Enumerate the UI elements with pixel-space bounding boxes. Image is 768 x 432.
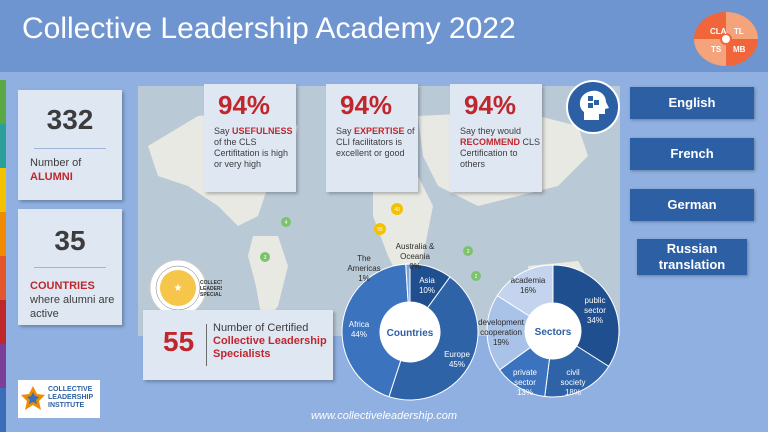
label-africa: Africa 44% bbox=[348, 320, 370, 339]
badge-ts: TS bbox=[711, 45, 722, 54]
svg-text:★: ★ bbox=[174, 283, 183, 294]
label-oceania: Australia & Oceania 0% bbox=[395, 242, 435, 271]
expertise-text: Say EXPERTISE of CLI facilitators is exc… bbox=[336, 126, 415, 158]
page-title: Collective Leadership Academy 2022 bbox=[22, 12, 516, 45]
label-europe: Europe 45% bbox=[444, 350, 470, 369]
marker-na-count: 4 bbox=[285, 220, 288, 226]
recommend-percent: 94% bbox=[464, 90, 517, 120]
alumni-count: 332 bbox=[46, 104, 94, 135]
donut-title: Sectors bbox=[535, 327, 572, 338]
countries-label-em: COUNTRIES bbox=[30, 280, 95, 292]
certified-line1: Number of Certified bbox=[213, 322, 309, 334]
header-band bbox=[0, 0, 768, 72]
svg-text:LEADERSHIP: LEADERSHIP bbox=[200, 286, 222, 292]
logo-line2: LEADERSHIP bbox=[48, 394, 94, 401]
alumni-label-text: Number of bbox=[30, 157, 82, 169]
countries-count: 35 bbox=[54, 225, 86, 256]
donut-center bbox=[380, 302, 440, 362]
usefulness-percent: 94% bbox=[218, 90, 271, 120]
svg-text:COLLECTIVE: COLLECTIVE bbox=[200, 280, 222, 286]
usefulness-card: 94% Say USEFULNESS of the CLS Certifitat… bbox=[204, 84, 296, 192]
head-puzzle-icon bbox=[566, 80, 620, 134]
label-public: public sector 34% bbox=[584, 296, 606, 325]
certified-card: 55 Number of Certified Collective Leader… bbox=[143, 310, 333, 380]
countries-label: COUNTRIES where alumni are active bbox=[30, 279, 116, 321]
donut-center bbox=[525, 303, 581, 359]
program-badge: CLA TL TS MB bbox=[694, 12, 758, 66]
label-americas: The Americas 1% bbox=[347, 254, 381, 283]
label-academia: academia 16% bbox=[510, 276, 546, 295]
marker-af-count: 55 bbox=[377, 227, 383, 233]
recommend-text: Say they would RECOMMEND CLS Certificati… bbox=[460, 126, 541, 169]
badge-mb: MB bbox=[733, 45, 746, 54]
countries-card: 35 COUNTRIES where alumni are active bbox=[18, 209, 122, 325]
usefulness-text: Say USEFULNESS of the CLS Certifitation … bbox=[214, 126, 293, 169]
badge-cla: CLA bbox=[710, 27, 727, 36]
expertise-percent: 94% bbox=[340, 90, 393, 120]
certified-line3: Specialists bbox=[213, 348, 271, 360]
badge-tl: TL bbox=[734, 27, 744, 36]
label-development: development cooperation 19% bbox=[478, 318, 524, 347]
logo-line1: COLLECTIVE bbox=[48, 386, 93, 393]
marker-as2-count: 2 bbox=[475, 274, 478, 280]
footer-url[interactable]: www.collectiveleadership.com bbox=[310, 410, 458, 422]
marker-eu-count: 40 bbox=[394, 207, 400, 213]
language-german-button[interactable]: German bbox=[630, 189, 754, 221]
countries-label-text: where alumni are active bbox=[30, 294, 115, 320]
alumni-card: 332 Number of ALUMNI bbox=[18, 90, 122, 200]
label-private: private sector 13% bbox=[512, 368, 537, 397]
alumni-label-em: ALUMNI bbox=[30, 171, 73, 183]
language-russian-button[interactable]: Russian translation bbox=[637, 239, 747, 275]
countries-donut-chart: Countries bbox=[341, 263, 479, 401]
color-strip bbox=[0, 80, 6, 432]
label-asia: Asia 10% bbox=[418, 276, 435, 295]
language-english-button[interactable]: English bbox=[630, 87, 754, 119]
language-french-button[interactable]: French bbox=[630, 138, 754, 170]
marker-ca-count: 3 bbox=[264, 255, 267, 261]
cli-logo: COLLECTIVE LEADERSHIP INSTITUTE bbox=[18, 380, 100, 418]
specialist-seal: ★ COLLECTIVE LEADERSHIP SPECIALIST bbox=[149, 259, 222, 317]
certified-label: Number of Certified Collective Leadershi… bbox=[213, 322, 327, 361]
recommend-card: 94% Say they would RECOMMEND CLS Certifi… bbox=[450, 84, 542, 192]
expertise-card: 94% Say EXPERTISE of CLI facilitators is… bbox=[326, 84, 418, 192]
certified-line2: Collective Leadership bbox=[213, 335, 327, 347]
certified-count: 55 bbox=[163, 326, 195, 357]
donut-title: Countries bbox=[387, 328, 434, 339]
marker-as1-count: 3 bbox=[467, 249, 470, 255]
alumni-label: Number of ALUMNI bbox=[30, 156, 81, 184]
sectors-donut-chart: Sectors bbox=[486, 264, 620, 398]
logo-line3: INSTITUTE bbox=[48, 402, 85, 409]
svg-text:SPECIALIST: SPECIALIST bbox=[200, 292, 222, 298]
label-civil: civil society 18% bbox=[560, 368, 586, 397]
